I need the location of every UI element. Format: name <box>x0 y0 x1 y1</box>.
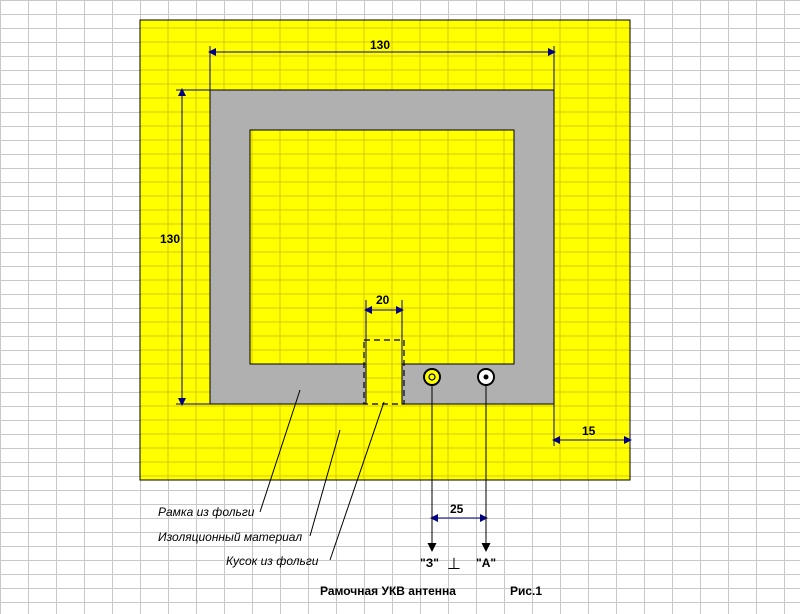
title: Рамочная УКВ антенна <box>320 584 456 598</box>
connector-z <box>424 369 440 385</box>
dim-top-value: 130 <box>370 38 390 52</box>
connector-a <box>478 369 494 385</box>
figure-num: Рис.1 <box>510 584 542 598</box>
dim-gap-value: 20 <box>376 293 389 307</box>
ground-symbol: ⊥ <box>447 554 461 574</box>
dim-left-value: 130 <box>160 232 180 246</box>
diagram-svg <box>0 0 800 614</box>
label-piece: Кусок из фольги <box>226 554 318 568</box>
label-a: "А" <box>476 556 496 570</box>
dim-edge-value: 15 <box>582 424 595 438</box>
dim-spacing-value: 25 <box>450 502 463 516</box>
label-insulation: Изоляционный материал <box>158 530 302 544</box>
label-frame: Рамка из фольги <box>158 505 254 519</box>
label-z: "З" <box>420 556 439 570</box>
